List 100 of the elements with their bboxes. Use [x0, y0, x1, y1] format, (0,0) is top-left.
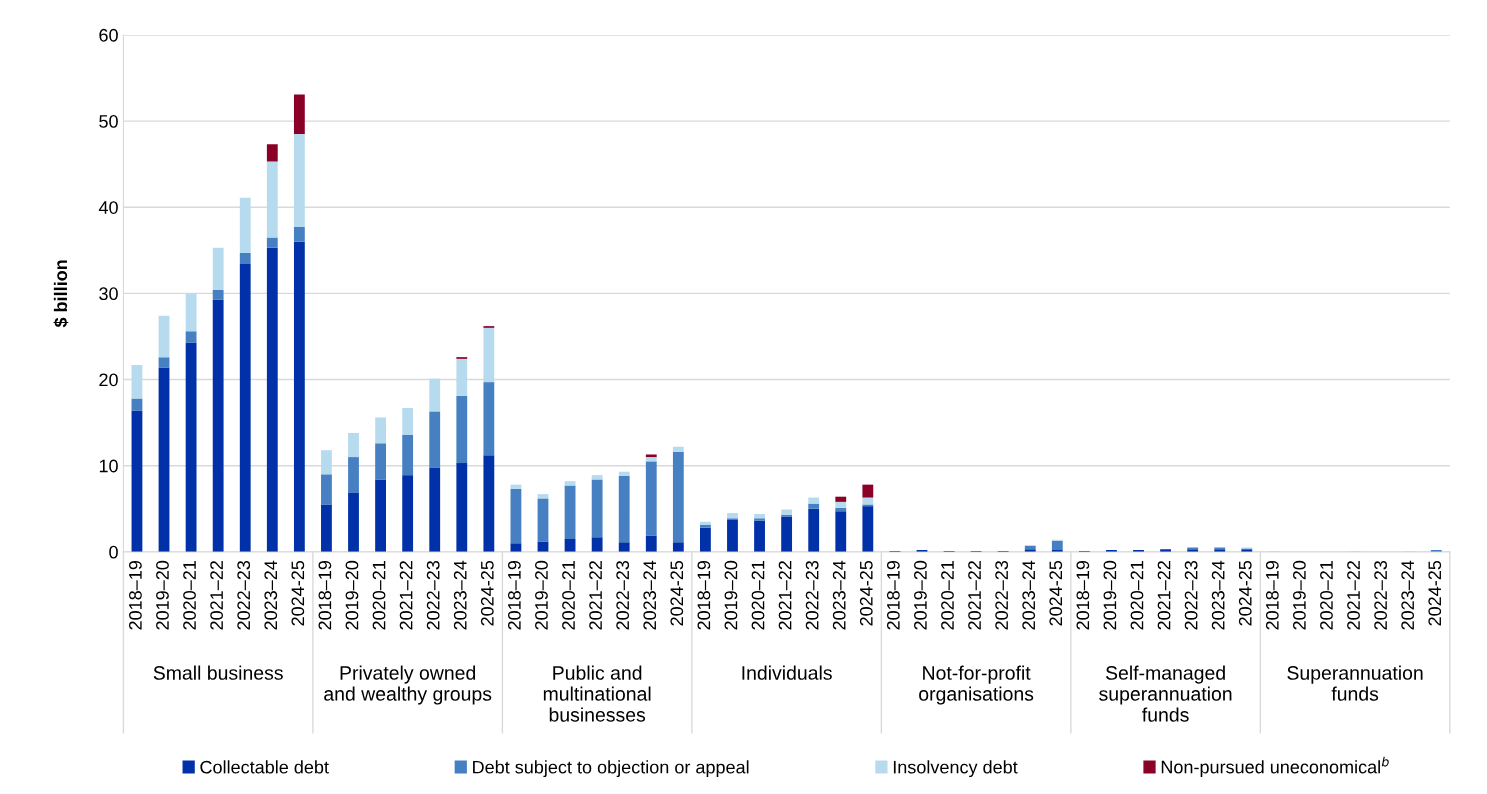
bar: [158, 315, 170, 358]
x-tick-label: 2023–24: [1022, 560, 1036, 630]
x-tick-label: 2021–22: [968, 561, 981, 630]
x-tick-label: 2018–19: [697, 561, 711, 630]
bar: [321, 474, 332, 505]
x-tick-label: 2021–22: [1157, 561, 1171, 630]
bar: [375, 417, 386, 444]
text: Small business: [153, 665, 283, 680]
x-tick-label: 2019–20: [914, 560, 927, 630]
y-tick-label: 40: [98, 201, 118, 214]
x-tick-label: 2024-25: [480, 560, 494, 626]
bar: [618, 476, 630, 543]
bar: [212, 289, 224, 300]
bar: [754, 518, 765, 521]
y-axis-title: $ billion: [53, 260, 69, 328]
bar: [293, 94, 305, 135]
x-tick-label: 2020–21: [751, 561, 765, 630]
x-tick-label: 2021–22: [778, 561, 792, 630]
x-tick-label: 2019–20: [724, 560, 738, 630]
bar: [402, 434, 414, 476]
y-tick-label: 60: [99, 28, 118, 42]
bar: [456, 463, 468, 552]
x-tick-label: 2021–22: [210, 561, 224, 630]
x-tick-label: 2023–24: [643, 560, 657, 630]
bar: [591, 537, 603, 552]
x-tick-label: 2024-25: [670, 560, 684, 626]
bar: [645, 535, 657, 552]
bar: [266, 237, 278, 248]
bar: [1051, 540, 1063, 551]
x-tick-label: 2022–23: [237, 560, 251, 630]
x-tick-label: 2024-25: [1049, 560, 1063, 626]
bar: [618, 542, 630, 552]
bar: [239, 197, 251, 253]
bar: [754, 513, 765, 519]
bar: [266, 144, 278, 162]
bar: [808, 508, 820, 552]
bar: [375, 443, 386, 480]
x-tick-label: 2022–23: [1184, 560, 1198, 630]
bar: [131, 398, 143, 411]
x-tick-label: 2020–21: [372, 561, 386, 630]
x-tick-label: 2021–22: [399, 561, 413, 630]
bar: [348, 492, 359, 552]
bar: [212, 247, 224, 290]
x-tick-label: 2020–21: [1320, 561, 1333, 630]
bar: [591, 479, 603, 538]
x-tick-label: 2024-25: [1238, 560, 1252, 626]
x-tick-label: 2022–23: [805, 560, 819, 630]
bar: [754, 520, 765, 552]
bar: [808, 503, 820, 509]
bar: [321, 450, 332, 475]
bar: [402, 475, 414, 552]
x-tick-label: 2018–19: [318, 561, 332, 630]
bar: [158, 367, 170, 552]
bar: [402, 407, 414, 435]
bar: [727, 513, 738, 519]
bar: [808, 497, 820, 504]
bar: [293, 241, 305, 552]
bar: [321, 504, 332, 552]
bar: [700, 527, 711, 552]
x-tick-label: 2023–24: [1401, 560, 1415, 630]
y-tick-label: 50: [99, 115, 118, 128]
bar: [266, 161, 278, 238]
x-tick-label: 2019–20: [156, 560, 169, 630]
bar: [591, 475, 603, 480]
bar: [293, 227, 305, 242]
x-tick-label: 2022–23: [995, 560, 1009, 630]
x-tick-label: 2023–24: [1211, 560, 1225, 630]
x-tick-label: 2019–20: [1103, 560, 1117, 630]
bar: [131, 410, 143, 552]
x-tick-label: 2022–23: [426, 560, 440, 630]
text: Superannuation funds: [1287, 665, 1423, 701]
y-tick-label: 0: [109, 545, 118, 559]
text: Self-managed superannuation funds: [1099, 665, 1232, 722]
bar: [483, 382, 495, 456]
bar: [185, 293, 197, 332]
bar: [375, 479, 386, 552]
bar: [835, 501, 847, 508]
bar: [456, 358, 468, 396]
legend-label: Insolvency debt: [893, 760, 1018, 778]
bar: [781, 516, 793, 552]
bar: [239, 264, 251, 552]
bar: [835, 496, 847, 502]
x-tick-label: 2023–24: [264, 560, 278, 630]
x-tick-label: 2018–19: [507, 561, 521, 630]
bar: [862, 484, 874, 498]
x-tick-label: 2020–21: [1130, 561, 1144, 630]
bar: [293, 134, 305, 228]
x-tick-label: 2023–24: [832, 560, 846, 630]
bar: [212, 299, 224, 552]
bar: [781, 509, 793, 515]
x-tick-label: 2020–21: [183, 561, 196, 630]
x-tick-label: 2022–23: [616, 560, 630, 630]
legend-label: Non-pursued uneconomical$^{b}$: [1161, 756, 1389, 778]
x-tick-label: 2024-25: [1428, 560, 1442, 626]
bar: [510, 488, 522, 544]
text: Privately owned and wealthy groups: [324, 665, 492, 705]
bar: [672, 542, 684, 552]
bar: [672, 451, 684, 543]
x-tick-label: 2020–21: [941, 561, 954, 630]
bar: [483, 327, 495, 383]
